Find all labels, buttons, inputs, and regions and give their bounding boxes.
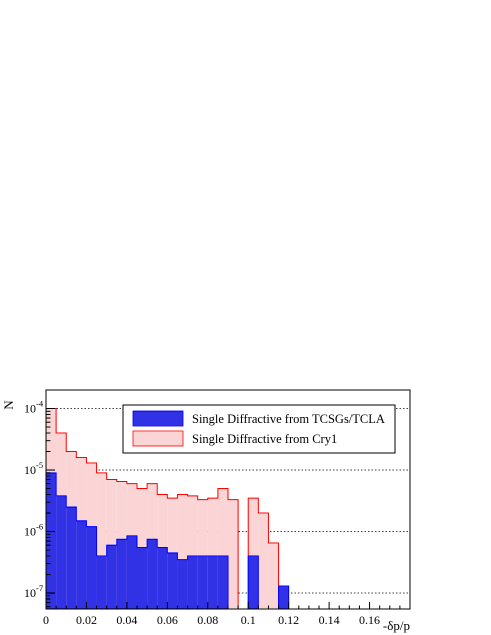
x-tick-label: 0.16: [359, 613, 380, 627]
histogram-bar: [248, 556, 259, 609]
histogram-bar: [46, 472, 57, 609]
y-tick-label: 10-4: [24, 399, 44, 416]
y-tick-label: 10-6: [24, 522, 43, 539]
histogram-bar: [56, 495, 67, 609]
histogram-bar: [116, 539, 127, 609]
y-axis: 10-4 10-5 10-6 10-7: [24, 389, 55, 608]
histogram-bar: [96, 556, 107, 609]
legend-swatch-cry1: [132, 430, 184, 447]
histogram-outline: [45, 408, 299, 610]
x-axis: 0 0.02 0.04 0.06 0.08 0.1 0.12 0.14 0.16: [43, 602, 411, 627]
histogram-bar: [268, 543, 279, 609]
histogram-bar: [106, 545, 117, 609]
histogram-bar: [258, 513, 269, 609]
histogram-bar: [197, 499, 208, 609]
x-tick-label: 0.08: [197, 613, 218, 627]
histogram-bar: [217, 488, 228, 609]
x-tick-label: 0.1: [241, 613, 256, 627]
y-tick-label: 10-5: [24, 460, 43, 477]
x-tick-label: 0.14: [319, 613, 340, 627]
histogram-bar: [66, 507, 77, 609]
histogram-bar: [167, 552, 178, 609]
legend-label-tcsg-tcla: Single Diffractive from TCSGs/TCLA: [192, 412, 385, 426]
histogram-bar: [207, 498, 218, 609]
histogram-bar: [76, 520, 87, 609]
series-tcsg-tcla: [45, 472, 299, 610]
histogram-bar: [187, 495, 198, 609]
histogram-bar: [177, 494, 188, 609]
x-tick-label: 0.06: [157, 613, 178, 627]
x-tick-label: 0.02: [76, 613, 97, 627]
histogram-bar: [248, 498, 259, 609]
histogram-bar: [228, 499, 239, 609]
histogram-bar: [187, 556, 198, 609]
histogram-bar: [106, 479, 117, 609]
histogram-bar: [96, 472, 107, 609]
histogram-bar: [147, 539, 158, 609]
legend-swatch-tcsg-tcla: [132, 410, 184, 427]
histogram-bar: [177, 559, 188, 609]
x-tick-label: 0.04: [116, 613, 137, 627]
histogram-bar: [86, 526, 97, 609]
histogram-bar: [217, 556, 228, 609]
histogram-bar: [278, 586, 289, 609]
y-tick-label: 10-7: [24, 583, 43, 600]
histogram-bar: [197, 556, 208, 609]
histogram-bar: [126, 535, 137, 609]
histogram-bar: [137, 547, 148, 609]
histogram-outline: [45, 472, 299, 610]
x-tick-label: 0: [43, 613, 49, 627]
x-tick-label: 0.12: [278, 613, 299, 627]
x-axis-label: -δp/p: [383, 618, 410, 633]
y-axis-label: N: [1, 400, 16, 410]
legend: Single Diffractive from TCSGs/TCLA Singl…: [122, 404, 396, 454]
legend-label-cry1: Single Diffractive from Cry1: [192, 432, 337, 446]
histogram-bar: [157, 547, 168, 609]
histogram-bar: [207, 556, 218, 609]
